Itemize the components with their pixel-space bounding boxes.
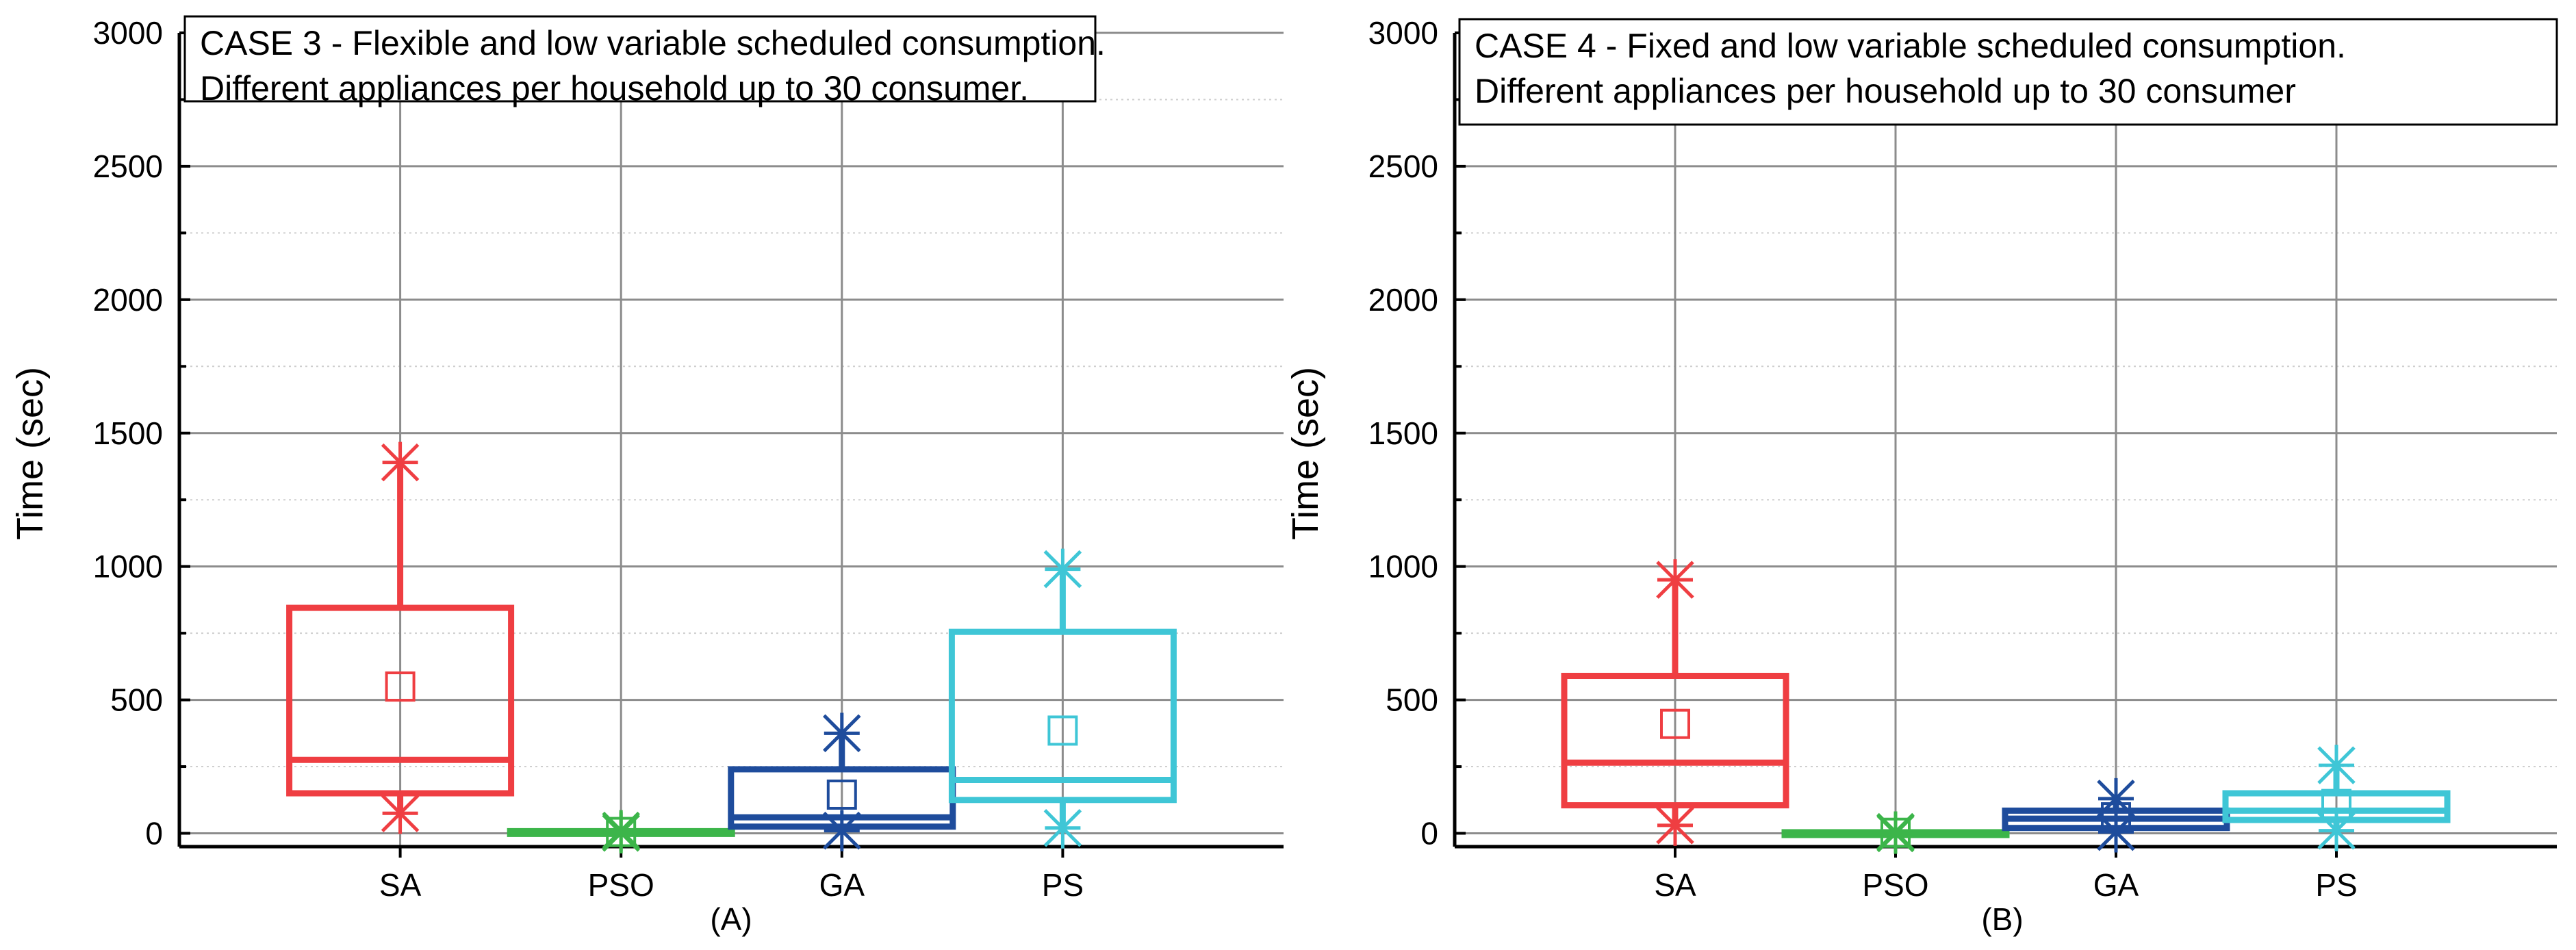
title-box (1458, 18, 2558, 126)
y-tick-label: 3000 (1368, 15, 1438, 51)
min-marker (602, 812, 640, 853)
y-tick-label: 2000 (93, 282, 163, 318)
box-ps (2222, 745, 2451, 851)
x-tick-label: GA (819, 867, 865, 903)
min-marker (2097, 811, 2135, 853)
y-tick-label: 0 (145, 816, 163, 851)
chart-case-4: 0 500 1000 1500 2000 2500 3000 Time (sec) SA PSO G… (1285, 15, 2558, 937)
min-marker (823, 810, 861, 851)
y-tick-label: 1500 (1368, 415, 1438, 451)
y-tick-label: 1000 (93, 549, 163, 585)
max-marker (1043, 548, 1082, 590)
y-tick-label: 1500 (93, 415, 163, 451)
box-sa (286, 441, 515, 834)
y-tick-label: 1000 (1368, 549, 1438, 585)
min-marker (1876, 812, 1915, 854)
chart-case-3: 0 500 1000 1500 2000 2500 3000 Time (sec) SA PSO G… (10, 15, 1284, 937)
y-tick-label: 3000 (93, 15, 163, 51)
box-ga (2002, 778, 2230, 853)
mean-marker (1047, 715, 1078, 746)
max-marker (2317, 745, 2356, 786)
min-marker (2317, 810, 2356, 851)
mean-marker (826, 779, 857, 810)
x-tick-label: SA (1654, 867, 1696, 903)
panel-label: (B) (1981, 901, 2023, 937)
x-tick-label: SA (379, 867, 422, 903)
max-marker (1656, 559, 1694, 601)
min-marker (381, 793, 420, 834)
panel-label: (A) (710, 901, 752, 937)
y-tick-label: 2000 (1368, 282, 1438, 318)
y-axis-label: Time (sec) (10, 367, 51, 540)
y-tick-label: 2500 (93, 149, 163, 184)
box-sa (1561, 559, 1789, 846)
min-marker (1043, 807, 1082, 849)
y-tick-label: 0 (1420, 816, 1438, 851)
y-tick-label: 500 (110, 682, 163, 718)
box-ga (728, 712, 956, 851)
chart-title-line: CASE 4 - Fixed and low variable schedule… (1475, 27, 2346, 65)
max-marker (823, 712, 861, 754)
x-tick-label: PSO (588, 867, 654, 903)
box-pso (507, 810, 735, 853)
chart-title-line: Different appliances per household up to… (200, 69, 1029, 107)
y-axis-label: Time (sec) (1285, 367, 1326, 540)
y-tick-label: 500 (1386, 682, 1438, 718)
x-tick-label: PS (2315, 867, 2357, 903)
chart-title-line: CASE 3 - Flexible and low variable sched… (200, 24, 1106, 62)
x-tick-label: PS (1042, 867, 1084, 903)
max-marker (381, 441, 420, 483)
title-box (183, 15, 1097, 103)
chart-title-line: Different appliances per household up to… (1475, 72, 2296, 110)
iqr-box (948, 628, 1177, 804)
box-ps (948, 548, 1177, 849)
x-tick-label: GA (2093, 867, 2139, 903)
box-pso (1781, 811, 2010, 854)
mean-marker (1660, 708, 1690, 739)
y-tick-label: 2500 (1368, 149, 1438, 184)
min-marker (1656, 804, 1694, 846)
x-tick-label: PSO (1862, 867, 1928, 903)
max-marker (2097, 778, 2135, 819)
mean-marker (385, 671, 416, 702)
